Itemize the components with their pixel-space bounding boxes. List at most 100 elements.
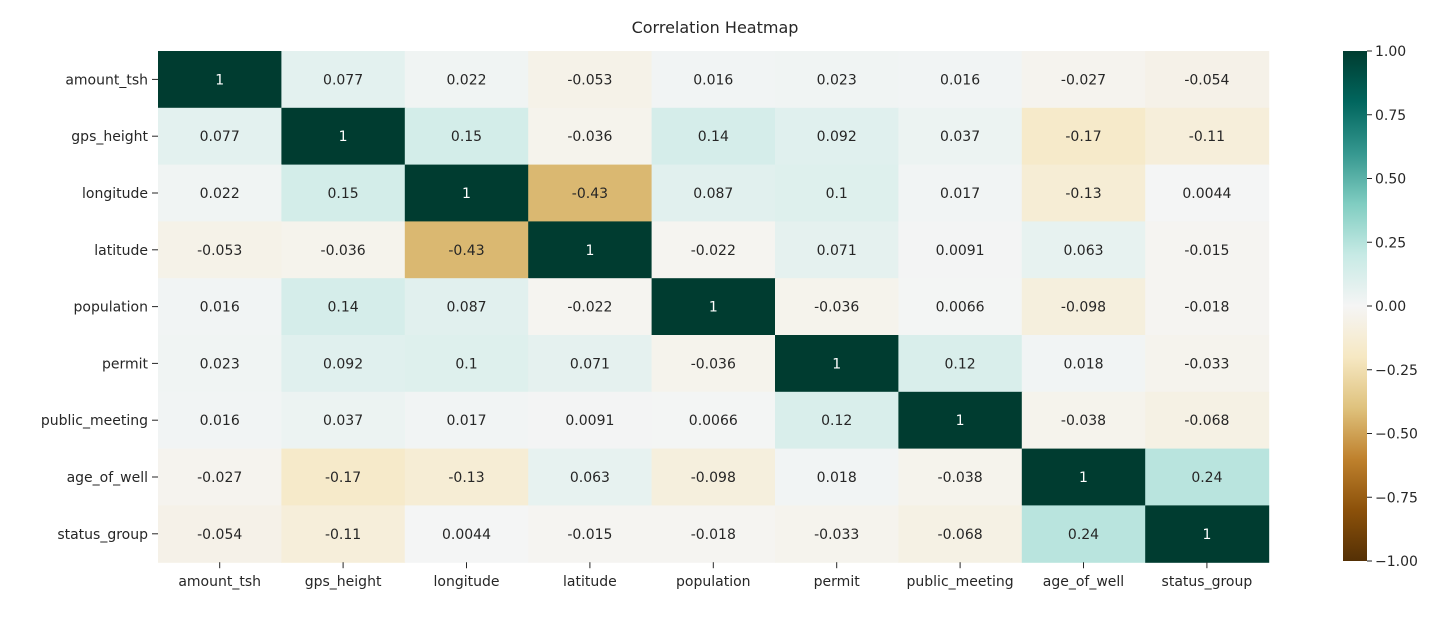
cell-label: 0.023 [817, 72, 857, 88]
colorbar-tick-label: 0.50 [1375, 172, 1406, 188]
heatmap-cell-permit-amount_tsh [158, 335, 282, 393]
heatmap-cell-longitude-age_of_well [1021, 164, 1146, 222]
cell-label: 1 [832, 356, 841, 372]
y-tick-label: gps_height [71, 129, 148, 145]
heatmap-cell-status_group-population [651, 505, 776, 563]
chart-title: Correlation Heatmap [632, 18, 799, 37]
cell-label: -0.015 [567, 527, 612, 543]
cell-label: 0.037 [940, 129, 980, 145]
heatmap-cell-status_group-latitude [528, 505, 653, 563]
y-tick-label: public_meeting [41, 413, 148, 429]
heatmap-cell-latitude-permit [775, 221, 899, 279]
heatmap-cell-gps_height-longitude [404, 107, 529, 166]
heatmap-cell-gps_height-gps_height [281, 107, 406, 166]
x-tick-label: latitude [563, 574, 617, 590]
heatmap-cell-public_meeting-gps_height [281, 391, 406, 450]
heatmap-cell-public_meeting-population [651, 391, 776, 450]
cell-label: -0.036 [691, 356, 736, 372]
cell-label: 1 [1079, 470, 1088, 486]
heatmap-cell-amount_tsh-age_of_well [1021, 51, 1146, 109]
heatmap-cell-public_meeting-status_group [1145, 391, 1270, 450]
heatmap-cell-age_of_well-population [651, 448, 776, 506]
heatmap-cell-status_group-gps_height [281, 505, 406, 563]
cell-label: 0.0066 [689, 413, 738, 429]
heatmap-cell-permit-status_group [1145, 335, 1270, 393]
cell-label: 0.071 [817, 243, 857, 259]
cell-label: -0.068 [1184, 413, 1229, 429]
cell-label: 0.1 [826, 186, 848, 202]
colorbar-tick-label: 0.75 [1375, 108, 1406, 124]
heatmap-cell-status_group-longitude [404, 505, 529, 563]
heatmap-cell-longitude-amount_tsh [158, 164, 282, 222]
colorbar-gradient [1343, 51, 1367, 561]
cell-label: -0.015 [1184, 243, 1229, 259]
cell-label: 0.0044 [1182, 186, 1231, 202]
x-tick-label: longitude [434, 574, 500, 590]
cell-label: -0.053 [197, 243, 242, 259]
heatmap-cell-status_group-amount_tsh [158, 505, 282, 563]
y-axis: amount_tsh gps_height longitude latitude pop… [41, 72, 158, 543]
cell-label: 0.0044 [442, 527, 491, 543]
heatmap-cell-latitude-population [651, 221, 776, 279]
cell-label: 0.016 [940, 72, 980, 88]
x-tick-label: status_group [1162, 574, 1253, 590]
cell-label: -0.17 [325, 470, 361, 486]
x-tick-label: permit [814, 574, 861, 590]
heatmap-cell-permit-gps_height [281, 335, 406, 393]
heatmap-cell-population-longitude [404, 278, 529, 336]
cell-label: 0.018 [817, 470, 857, 486]
cell-label: -0.036 [814, 300, 859, 316]
colorbar-tick-label: 1.00 [1375, 44, 1406, 60]
cell-label: -0.022 [691, 243, 736, 259]
cell-label: 0.063 [570, 470, 610, 486]
heatmap-cell-age_of_well-longitude [404, 448, 529, 506]
heatmap-cell-amount_tsh-population [651, 51, 776, 109]
y-tick-label: latitude [94, 243, 148, 259]
heatmap-cell-amount_tsh-gps_height [281, 51, 406, 109]
heatmap-cell-latitude-status_group [1145, 221, 1270, 279]
colorbar-tick-label: −1.00 [1375, 554, 1418, 570]
cell-label: -0.43 [448, 243, 484, 259]
cell-label: -0.038 [1061, 413, 1106, 429]
cell-label: 0.022 [200, 186, 240, 202]
heatmap-cell-amount_tsh-permit [775, 51, 899, 109]
cell-label: 0.15 [451, 129, 482, 145]
cell-label: 0.016 [200, 300, 240, 316]
heatmap-cell-gps_height-latitude [528, 107, 653, 166]
heatmap-cell-amount_tsh-status_group [1145, 51, 1270, 109]
heatmap-cell-population-public_meeting [898, 278, 1023, 336]
heatmap-cell-amount_tsh-public_meeting [898, 51, 1023, 109]
heatmap-cells [158, 51, 1270, 563]
cell-label: 0.24 [1191, 470, 1222, 486]
cell-label: 0.24 [1068, 527, 1099, 543]
heatmap-cell-population-amount_tsh [158, 278, 282, 336]
cell-label: 0.077 [200, 129, 240, 145]
heatmap-cell-latitude-gps_height [281, 221, 406, 279]
heatmap-cell-public_meeting-age_of_well [1021, 391, 1146, 450]
cell-label: 0.023 [200, 356, 240, 372]
cell-label: -0.022 [567, 300, 612, 316]
y-tick-label: status_group [57, 527, 148, 543]
cell-label: -0.033 [814, 527, 859, 543]
heatmap-cell-age_of_well-status_group [1145, 448, 1270, 506]
colorbar-tick-label: 0.25 [1375, 235, 1406, 251]
cell-label: -0.13 [1065, 186, 1101, 202]
cell-label: -0.098 [1061, 300, 1106, 316]
heatmap-cell-latitude-longitude [404, 221, 529, 279]
x-tick-label: amount_tsh [178, 574, 261, 590]
cell-label: 1 [709, 300, 718, 316]
heatmap-cell-longitude-gps_height [281, 164, 406, 222]
cell-label: 0.016 [693, 72, 733, 88]
heatmap-cell-amount_tsh-longitude [404, 51, 529, 109]
cell-label: 0.14 [328, 300, 359, 316]
heatmap-cell-age_of_well-amount_tsh [158, 448, 282, 506]
cell-label: 1 [215, 72, 224, 88]
heatmap-cell-status_group-age_of_well [1021, 505, 1146, 563]
heatmap-cell-gps_height-amount_tsh [158, 107, 282, 166]
cell-label: -0.018 [1184, 300, 1229, 316]
cell-label: 0.14 [698, 129, 729, 145]
heatmap-cell-age_of_well-public_meeting [898, 448, 1023, 506]
heatmap-cell-longitude-latitude [528, 164, 653, 222]
heatmap-cell-public_meeting-amount_tsh [158, 391, 282, 450]
cell-label: -0.027 [197, 470, 242, 486]
